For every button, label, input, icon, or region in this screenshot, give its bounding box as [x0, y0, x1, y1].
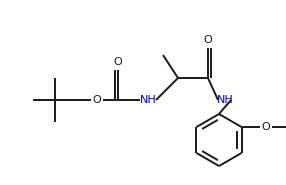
Text: O: O — [261, 122, 270, 132]
Text: O: O — [204, 35, 212, 45]
Text: O: O — [93, 95, 101, 105]
Text: NH: NH — [217, 95, 233, 105]
Text: O: O — [114, 57, 122, 67]
Text: NH: NH — [140, 95, 156, 105]
